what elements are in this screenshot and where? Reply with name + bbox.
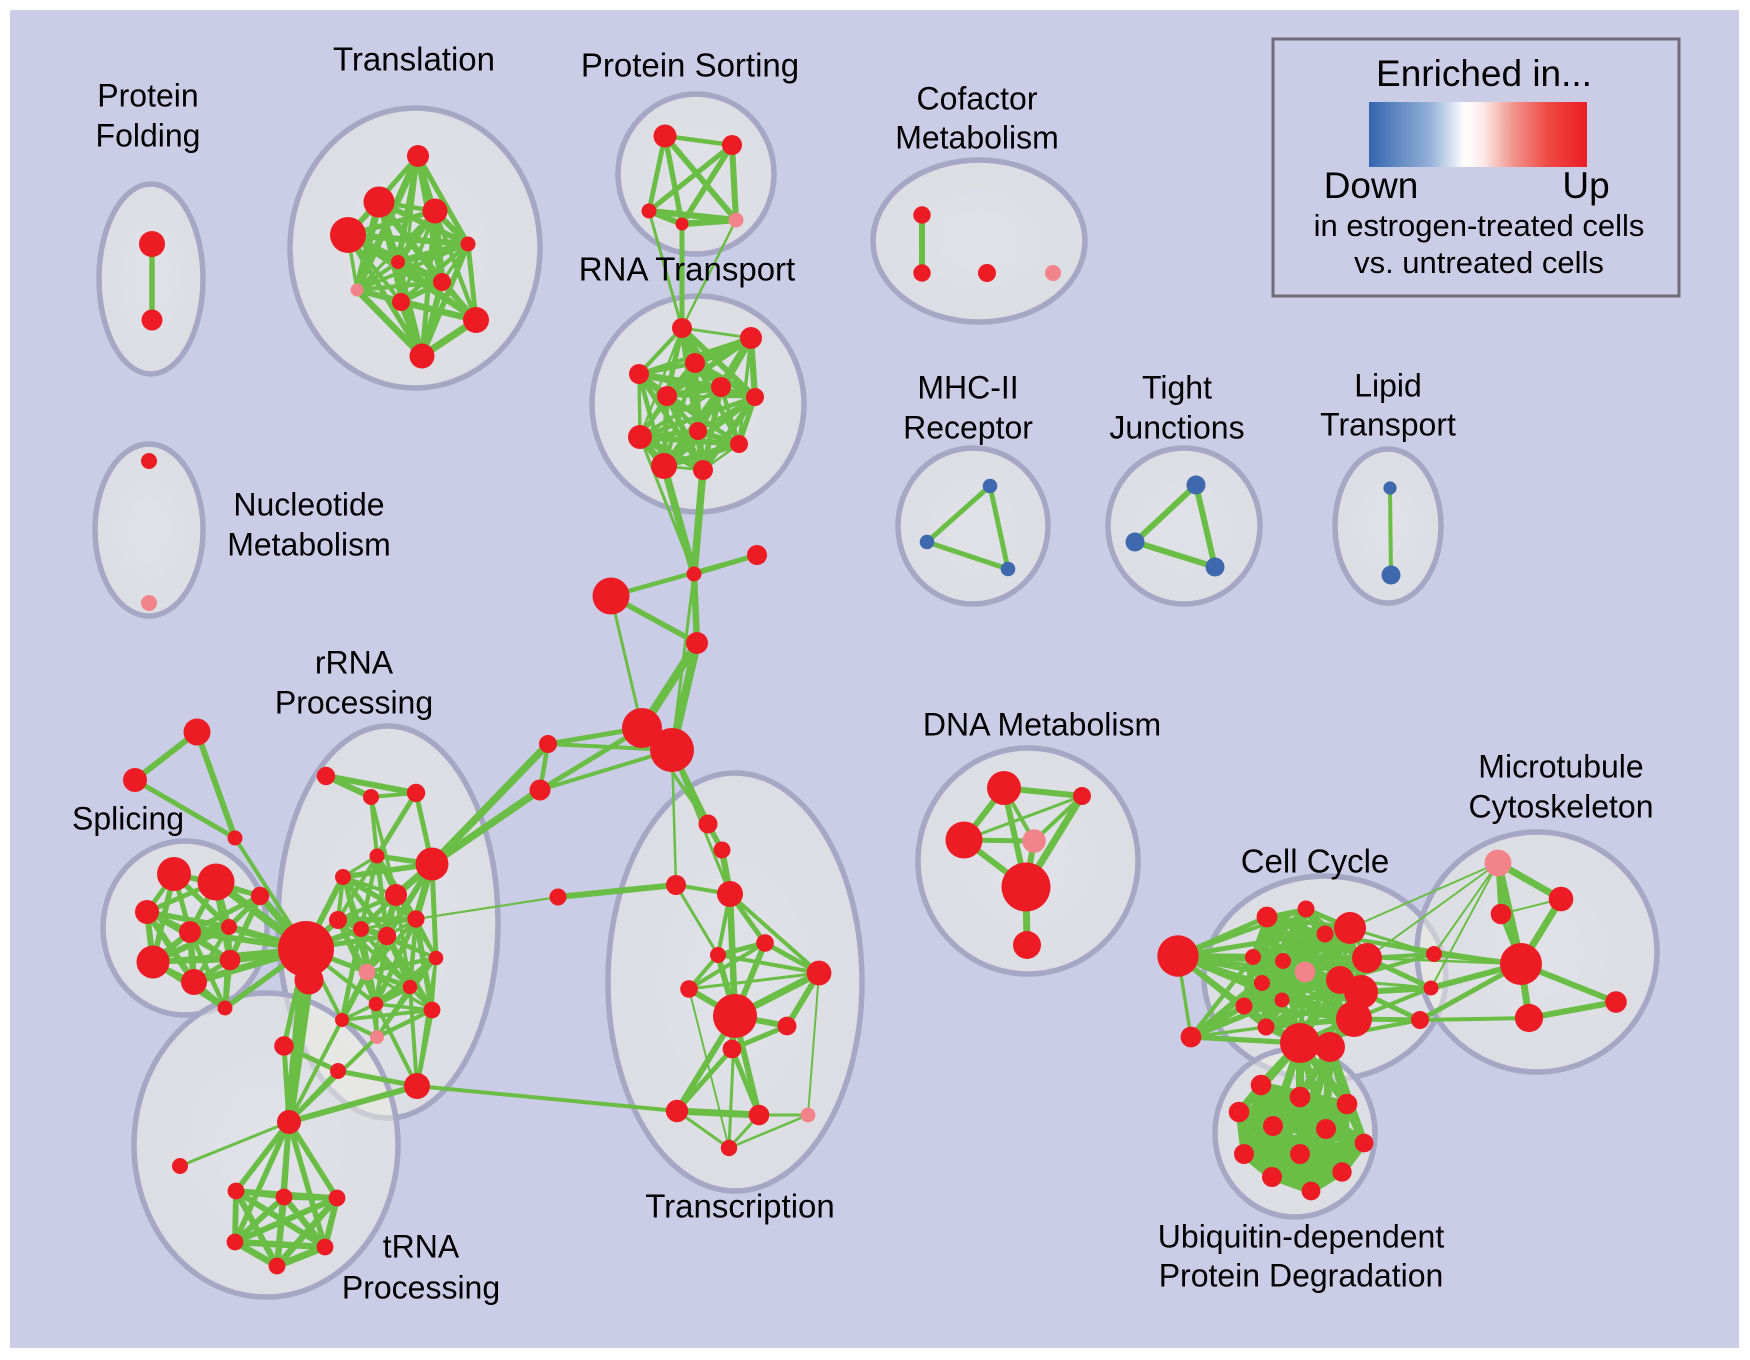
svg-text:Junctions: Junctions (1109, 409, 1244, 445)
svg-text:Up: Up (1562, 165, 1609, 206)
svg-text:Metabolism: Metabolism (895, 119, 1059, 155)
svg-text:Cell Cycle: Cell Cycle (1241, 843, 1390, 880)
svg-text:Protein Sorting: Protein Sorting (581, 47, 799, 84)
svg-text:Transcription: Transcription (645, 1188, 835, 1225)
svg-text:Translation: Translation (333, 41, 495, 78)
svg-text:in estrogen-treated cells: in estrogen-treated cells (1314, 208, 1645, 243)
svg-text:Ubiquitin-dependent: Ubiquitin-dependent (1158, 1218, 1445, 1254)
svg-text:Cytoskeleton: Cytoskeleton (1469, 788, 1654, 824)
svg-text:Cofactor: Cofactor (917, 80, 1038, 116)
svg-text:Nucleotide: Nucleotide (233, 486, 384, 522)
svg-text:Microtubule: Microtubule (1478, 748, 1643, 784)
svg-text:Protein Degradation: Protein Degradation (1159, 1257, 1444, 1293)
svg-text:Down: Down (1324, 165, 1419, 206)
svg-text:Receptor: Receptor (903, 409, 1033, 445)
svg-text:RNA Transport: RNA Transport (579, 251, 795, 288)
svg-text:Enriched in...: Enriched in... (1376, 53, 1592, 94)
svg-text:Splicing: Splicing (72, 800, 184, 836)
svg-text:Tight: Tight (1142, 369, 1212, 405)
svg-text:Folding: Folding (96, 117, 201, 153)
svg-text:Transport: Transport (1320, 406, 1456, 442)
svg-text:Processing: Processing (342, 1269, 500, 1305)
svg-text:Metabolism: Metabolism (227, 526, 391, 562)
svg-text:Lipid: Lipid (1354, 367, 1422, 403)
svg-text:DNA Metabolism: DNA Metabolism (923, 706, 1161, 742)
svg-text:vs. untreated cells: vs. untreated cells (1354, 245, 1604, 280)
svg-text:Processing: Processing (275, 684, 433, 720)
svg-text:tRNA: tRNA (383, 1228, 460, 1264)
svg-text:Protein: Protein (97, 77, 198, 113)
svg-text:MHC-II: MHC-II (917, 369, 1018, 405)
svg-text:rRNA: rRNA (315, 644, 394, 680)
